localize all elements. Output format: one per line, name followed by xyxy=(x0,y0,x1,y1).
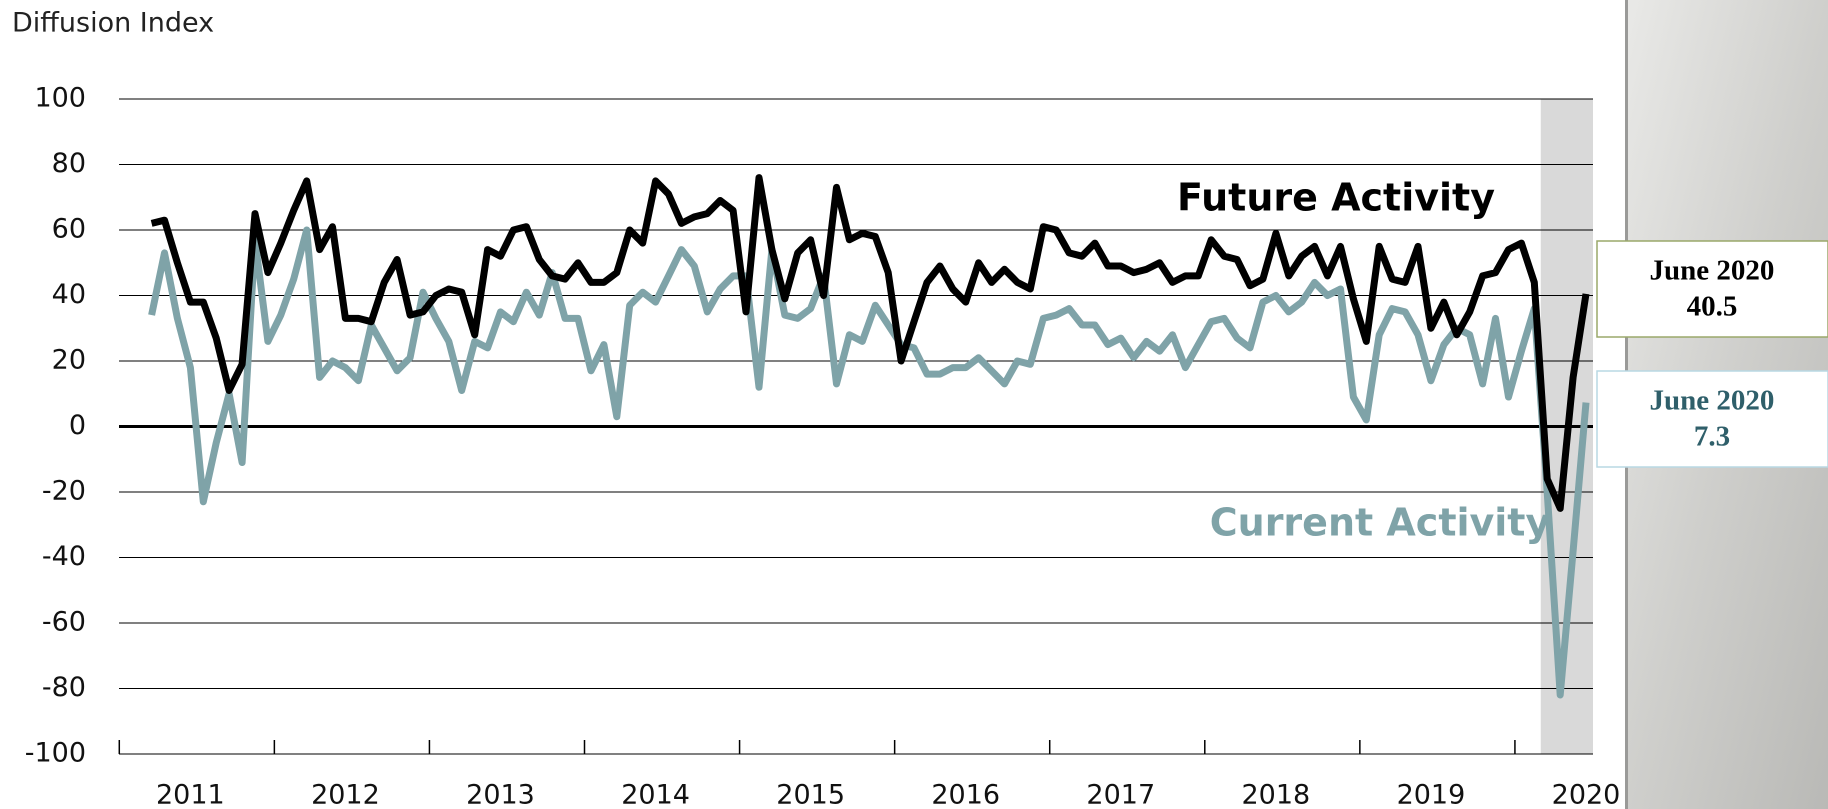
y-tick-label: -60 xyxy=(42,607,86,638)
callout-value: 40.5 xyxy=(1687,291,1738,323)
x-tick-label: 2020 xyxy=(1552,780,1621,809)
y-tick-label: -40 xyxy=(42,541,86,572)
x-tick-label: 2017 xyxy=(1086,780,1155,809)
x-tick-label: 2012 xyxy=(311,780,380,809)
y-tick-label: 20 xyxy=(52,345,86,376)
y-tick-label: 60 xyxy=(52,214,86,245)
callout-box xyxy=(1596,240,1828,338)
y-tick-label: 80 xyxy=(52,148,86,179)
x-tick-label: 2014 xyxy=(621,780,690,809)
series-line xyxy=(148,226,1590,699)
y-tick-label: -20 xyxy=(42,476,86,507)
y-tick-label: -80 xyxy=(42,672,86,703)
callout-box xyxy=(1596,370,1828,468)
x-tick-label: 2013 xyxy=(466,780,535,809)
series-label: Current Activity xyxy=(1210,501,1551,545)
x-tick-label: 2015 xyxy=(776,780,845,809)
series-label: Future Activity xyxy=(1177,176,1495,220)
callout-label: June 2020 xyxy=(1650,255,1775,287)
y-tick-label: 100 xyxy=(34,83,86,114)
y-tick-label: -100 xyxy=(25,738,86,769)
y-tick-label: 0 xyxy=(69,410,86,441)
x-tick-label: 2018 xyxy=(1242,780,1311,809)
callout-label: June 2020 xyxy=(1650,385,1775,417)
series-line xyxy=(150,174,1590,512)
x-tick-label: 2011 xyxy=(156,780,225,809)
x-tick-label: 2019 xyxy=(1397,780,1466,809)
x-tick-label: 2016 xyxy=(931,780,1000,809)
y-tick-label: 40 xyxy=(52,279,86,310)
y-axis-label: Diffusion Index xyxy=(12,8,214,39)
callout-value: 7.3 xyxy=(1694,421,1730,453)
